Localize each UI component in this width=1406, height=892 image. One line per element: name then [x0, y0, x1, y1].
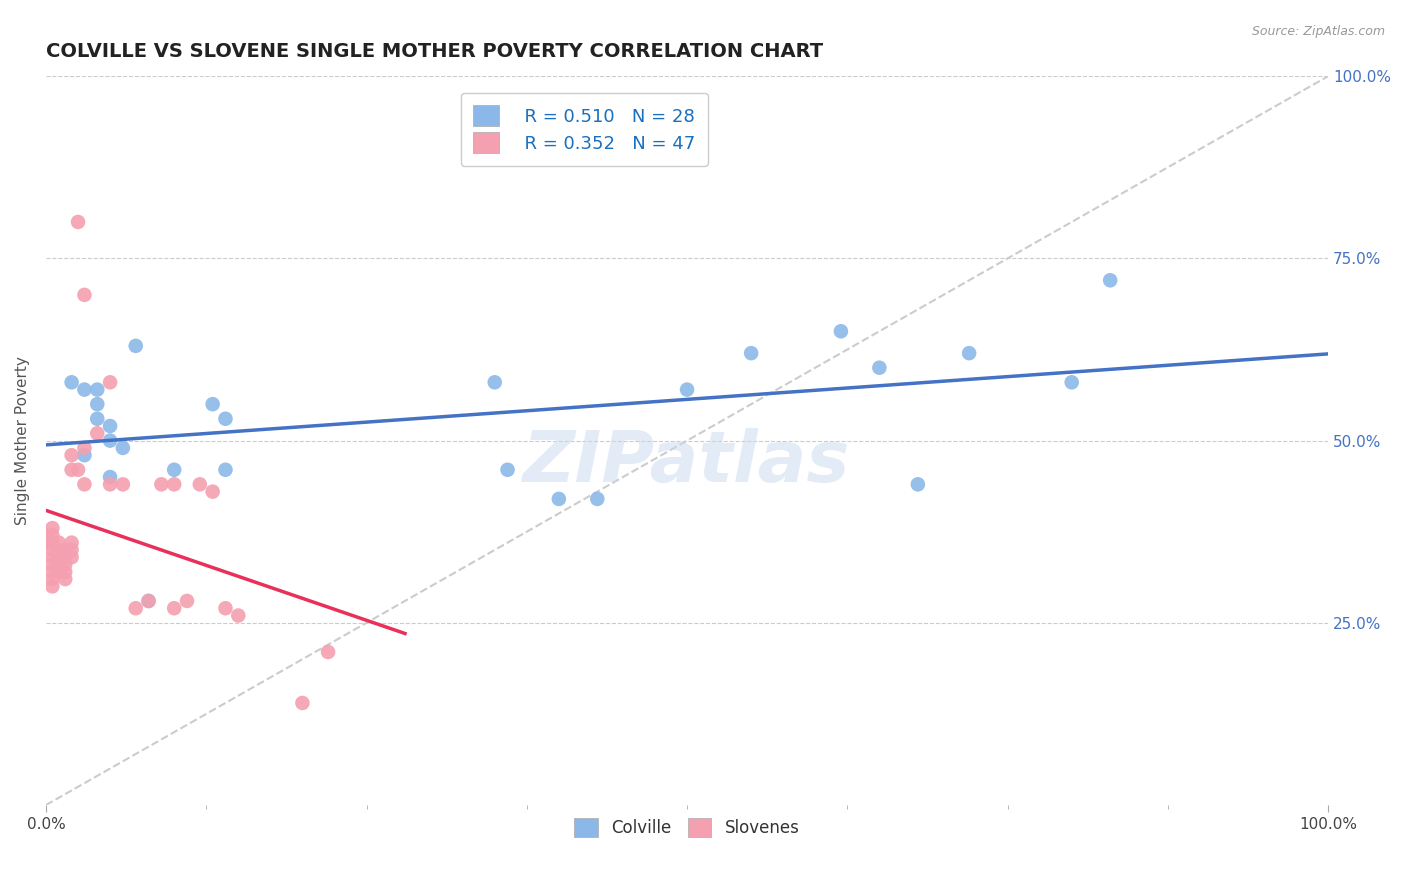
Point [98, 376, 121, 390]
Point [98, 470, 121, 484]
Point [150, 477, 173, 491]
Point [138, 594, 160, 608]
Point [73, 477, 96, 491]
Point [163, 463, 186, 477]
Point [111, 441, 134, 455]
Point [48, 565, 70, 579]
Point [125, 601, 148, 615]
Point [41, 579, 63, 593]
Point [48, 550, 70, 565]
Point [188, 477, 211, 491]
Point [53, 565, 76, 579]
Point [868, 360, 890, 375]
Point [957, 346, 980, 360]
Point [830, 324, 852, 338]
Point [48, 535, 70, 549]
Point [138, 594, 160, 608]
Point [291, 696, 314, 710]
Point [214, 601, 236, 615]
Point [214, 411, 236, 425]
Point [53, 558, 76, 572]
Point [484, 376, 506, 390]
Point [48, 543, 70, 558]
Point [41, 558, 63, 572]
Point [60, 376, 83, 390]
Point [98, 419, 121, 434]
Point [1099, 273, 1122, 287]
Point [60, 535, 83, 549]
Point [60, 448, 83, 462]
Point [163, 601, 186, 615]
Point [41, 528, 63, 542]
Point [66, 463, 89, 477]
Point [176, 594, 198, 608]
Point [41, 565, 63, 579]
Point [496, 463, 519, 477]
Point [111, 477, 134, 491]
Point [586, 491, 609, 506]
Point [740, 346, 762, 360]
Point [86, 397, 108, 411]
Y-axis label: Single Mother Poverty: Single Mother Poverty [15, 356, 30, 525]
Text: Source: ZipAtlas.com: Source: ZipAtlas.com [1251, 25, 1385, 38]
Point [201, 484, 224, 499]
Point [86, 411, 108, 425]
Point [60, 543, 83, 558]
Point [86, 426, 108, 441]
Point [73, 288, 96, 302]
Point [66, 215, 89, 229]
Point [86, 383, 108, 397]
Point [226, 608, 249, 623]
Point [60, 463, 83, 477]
Point [1060, 376, 1083, 390]
Point [35, 528, 58, 542]
Point [316, 645, 339, 659]
Point [41, 572, 63, 586]
Point [41, 521, 63, 535]
Point [125, 339, 148, 353]
Point [201, 397, 224, 411]
Point [41, 535, 63, 549]
Point [98, 477, 121, 491]
Point [41, 543, 63, 558]
Point [907, 477, 929, 491]
Point [35, 535, 58, 549]
Point [53, 543, 76, 558]
Point [60, 550, 83, 565]
Point [676, 383, 699, 397]
Point [41, 550, 63, 565]
Point [53, 550, 76, 565]
Point [53, 572, 76, 586]
Point [73, 448, 96, 462]
Point [73, 441, 96, 455]
Point [48, 558, 70, 572]
Point [163, 477, 186, 491]
Point [98, 434, 121, 448]
Point [214, 463, 236, 477]
Text: COLVILLE VS SLOVENE SINGLE MOTHER POVERTY CORRELATION CHART: COLVILLE VS SLOVENE SINGLE MOTHER POVERT… [46, 42, 823, 61]
Point [73, 383, 96, 397]
Point [547, 491, 569, 506]
Legend: Colville, Slovenes: Colville, Slovenes [568, 812, 806, 844]
Text: ZIPatlas: ZIPatlas [523, 428, 851, 497]
